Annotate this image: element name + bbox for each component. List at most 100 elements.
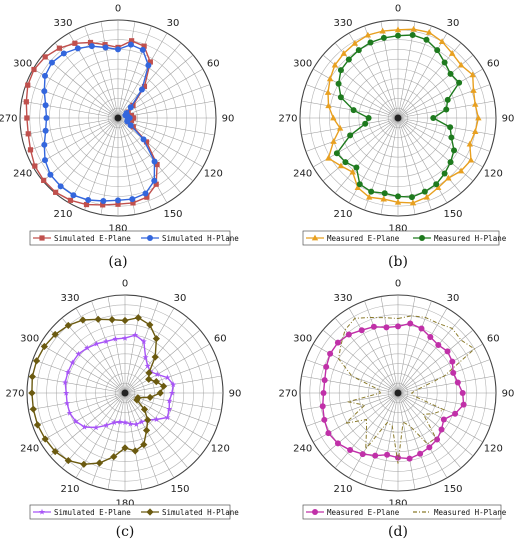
data-point (66, 409, 73, 416)
data-point (467, 156, 475, 163)
data-point (445, 174, 452, 181)
data-point (64, 321, 72, 330)
data-point (42, 54, 48, 60)
data-point (444, 96, 451, 103)
data-point (74, 45, 81, 52)
angle-tick-label: 240 (293, 444, 312, 455)
angle-tick-label: 210 (333, 209, 352, 220)
grid-spoke (68, 117, 119, 204)
data-point (394, 26, 402, 33)
grid-spoke (397, 343, 484, 394)
data-point (323, 363, 330, 370)
data-point (153, 181, 159, 187)
grid-spoke (54, 117, 119, 194)
data-point (410, 25, 417, 32)
angle-tick-label: 330 (333, 293, 352, 304)
data-point (448, 134, 455, 141)
data-point (365, 115, 372, 121)
data-point (57, 183, 64, 190)
angle-tick-label: 60 (214, 334, 227, 345)
data-point (33, 421, 42, 429)
data-point (40, 342, 48, 351)
data-point (62, 379, 69, 386)
data-point (152, 378, 160, 386)
data-point (324, 89, 332, 95)
data-point (438, 426, 445, 433)
polar-center (121, 389, 129, 397)
data-point (434, 436, 441, 443)
grid-spoke (124, 392, 175, 479)
data-point (100, 197, 107, 204)
grid-spoke (348, 32, 399, 119)
data-point (347, 132, 354, 139)
grid-spoke (117, 21, 136, 119)
grid-spoke (364, 392, 399, 486)
grid-spoke (322, 329, 399, 394)
angle-tick-label: 90 (502, 389, 515, 400)
data-point (27, 147, 34, 153)
angle-tick-label: 90 (229, 389, 242, 400)
data-point (103, 338, 110, 345)
data-point (130, 200, 136, 206)
data-point (92, 424, 100, 431)
data-point (70, 192, 77, 199)
data-point (466, 140, 474, 147)
data-point (31, 66, 37, 73)
data-point (141, 83, 148, 90)
data-point (395, 323, 401, 330)
data-point (438, 38, 446, 45)
legend-marker (311, 234, 319, 241)
data-point (56, 45, 63, 51)
legend-label: Measured E-Plane (327, 508, 400, 517)
angle-tick-label: 270 (278, 114, 297, 125)
data-point (60, 50, 67, 57)
data-point (337, 94, 344, 101)
data-point (143, 139, 150, 145)
data-point (354, 184, 362, 190)
grid-spoke (39, 343, 126, 394)
data-point (69, 359, 76, 366)
data-point (32, 163, 38, 169)
data-point (330, 114, 337, 121)
angle-tick-label: 270 (278, 389, 297, 400)
data-point (152, 335, 160, 343)
grid-spoke (39, 392, 126, 443)
legend-label: Simulated E-Plane (54, 234, 131, 243)
angle-tick-label: 180 (115, 499, 134, 510)
data-point (362, 120, 369, 127)
data-point (372, 452, 379, 459)
data-point (325, 430, 332, 437)
legend-marker (419, 235, 425, 241)
angle-tick-label: 90 (502, 114, 515, 125)
grid-spoke (91, 300, 126, 394)
polar-panel-2: 0 30 60 90 120 150 180 210 240 270 300 330 Measured … (278, 4, 514, 271)
grid-spoke (124, 392, 189, 469)
data-point (441, 59, 448, 66)
data-point (433, 181, 440, 188)
data-point (146, 393, 154, 402)
grid-spoke (397, 117, 491, 152)
legend-label: Simulated E-Plane (54, 508, 131, 517)
data-point (443, 106, 450, 113)
data-point (85, 196, 92, 203)
data-point (331, 61, 339, 68)
grid-spoke (397, 117, 432, 211)
data-point (345, 56, 352, 63)
angle-tick-label: 150 (170, 484, 189, 495)
data-point (472, 128, 479, 135)
polar-center (114, 114, 122, 122)
data-point (110, 453, 118, 461)
legend-label: Simulated H-Plane (162, 508, 239, 517)
data-point (370, 323, 377, 330)
data-point (169, 389, 176, 396)
data-point (327, 350, 334, 357)
grid-spoke (124, 300, 159, 394)
legend-box (302, 230, 500, 246)
data-point (80, 460, 88, 468)
data-point (335, 80, 342, 87)
data-point (23, 99, 29, 105)
data-point (470, 87, 477, 93)
data-point (427, 333, 434, 340)
data-point (115, 46, 121, 53)
